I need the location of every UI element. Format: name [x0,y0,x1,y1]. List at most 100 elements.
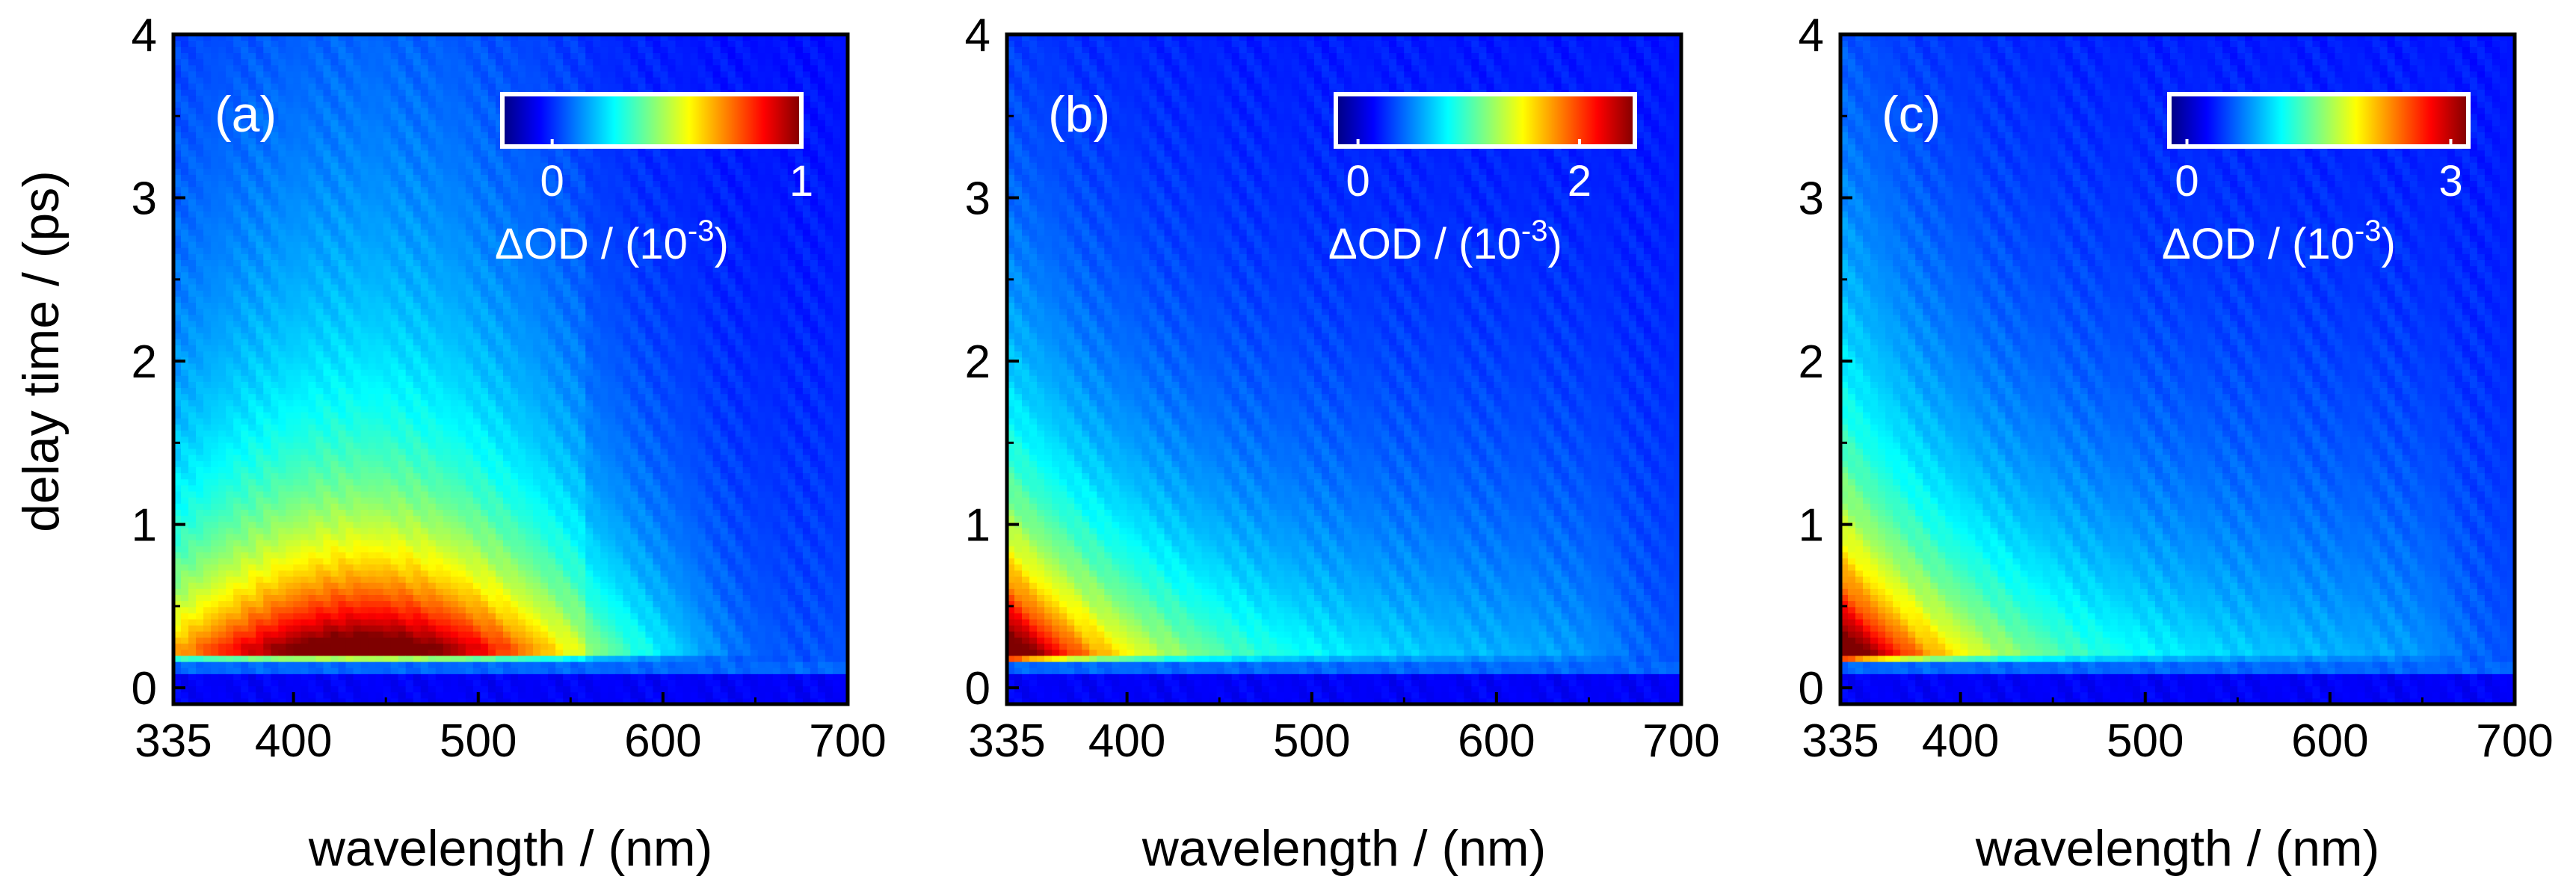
heatmap-cell [368,290,377,297]
heatmap-cell [360,265,369,273]
heatmap-cell [256,442,264,449]
heatmap-cell [211,120,219,126]
heatmap-cell [301,448,309,455]
heatmap-cell [443,679,452,687]
heatmap-cell [256,588,264,595]
heatmap-cell [315,95,324,102]
heatmap-cell [315,393,324,401]
heatmap-cell [360,58,369,66]
heatmap-cell [263,691,271,699]
heatmap-cell [301,241,309,248]
heatmap-cell [241,637,249,644]
heatmap-cell [188,625,197,632]
heatmap-cell [241,515,249,522]
heatmap-cell [271,308,279,315]
heatmap-cell [308,314,317,321]
heatmap-cell [375,509,384,517]
heatmap-cell [338,126,347,132]
heatmap-cell [345,58,354,66]
heatmap-cell [480,503,489,510]
heatmap-cell [413,40,422,47]
heatmap-cell [256,101,264,108]
heatmap-cell [188,661,197,668]
heatmap-cell [390,351,399,358]
heatmap-cell [173,302,182,309]
heatmap-cell [226,241,234,248]
heatmap-cell [443,192,452,200]
heatmap-cell [383,673,392,681]
heatmap-cell [480,229,489,236]
heatmap-cell [188,326,197,333]
heatmap-cell [196,52,204,60]
heatmap-cell [241,472,249,480]
heatmap-cell [271,192,279,200]
heatmap-cell [338,107,347,114]
heatmap-cell [495,253,504,260]
heatmap-cell [226,83,234,90]
heatmap-cell [323,149,332,157]
heatmap-cell [457,235,466,242]
heatmap-cell [226,180,234,188]
heatmap-cell [450,558,459,565]
heatmap-cell [188,144,197,151]
heatmap-cell [450,308,459,315]
heatmap-cell [511,552,519,559]
heatmap-cell [315,265,324,273]
heatmap-cell [487,673,496,681]
heatmap-cell [338,155,347,163]
heatmap-cell [211,70,219,78]
heatmap-cell [226,95,234,102]
heatmap-cell [256,241,264,248]
heatmap-cell [256,339,264,346]
heatmap-cell [345,211,354,218]
heatmap-cell [338,52,347,60]
heatmap-cell [218,430,227,437]
heatmap-cell [278,430,286,437]
heatmap-cell [278,357,286,364]
heatmap-cell [233,113,241,120]
heatmap-cell [226,52,234,60]
heatmap-cell [256,89,264,96]
heatmap-cell [271,277,279,285]
heatmap-cell [188,180,197,188]
heatmap-cell [233,64,241,72]
heatmap-cell [271,283,279,291]
heatmap-cell [301,155,309,163]
heatmap-cell [173,180,182,188]
heatmap-cell [443,588,452,595]
heatmap-cell [390,132,399,139]
heatmap-cell [465,95,474,102]
heatmap-cell [330,271,339,279]
heatmap-cell [293,241,301,248]
heatmap-cell [360,198,369,206]
heatmap-cell [502,339,511,346]
heatmap-cell [181,120,189,126]
heatmap-cell [383,89,392,96]
heatmap-cell [502,259,511,267]
heatmap-cell [390,290,399,297]
heatmap-cell [390,540,399,546]
heatmap-cell [308,95,317,102]
heatmap-cell [226,697,234,704]
heatmap-cell [353,70,362,78]
heatmap-cell [233,399,241,407]
heatmap-cell [323,229,332,236]
heatmap-cell [173,637,182,644]
heatmap-cell [188,612,197,620]
heatmap-cell [301,363,309,370]
heatmap-cell [457,393,466,401]
heatmap-cell [188,418,197,425]
heatmap-cell [256,393,264,401]
heatmap-cell [181,253,189,260]
heatmap-cell [338,594,347,602]
heatmap-cell [368,64,377,72]
heatmap-cell [196,83,204,90]
heatmap-cell [450,180,459,188]
heatmap-cell [211,668,219,674]
heatmap-cell [383,211,392,218]
heatmap-cell [495,89,504,96]
heatmap-cell [315,436,324,443]
heatmap-cell [398,497,407,504]
heatmap-cell [188,691,197,699]
heatmap-cell [398,113,407,120]
